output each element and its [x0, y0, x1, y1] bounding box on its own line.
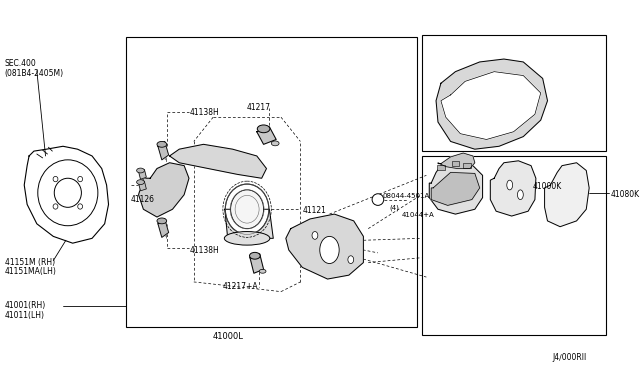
Polygon shape: [257, 127, 276, 144]
Ellipse shape: [230, 190, 264, 229]
Polygon shape: [429, 163, 483, 214]
Text: J4∕000RII: J4∕000RII: [552, 353, 587, 362]
Polygon shape: [158, 219, 168, 237]
Polygon shape: [170, 144, 266, 178]
Text: 41138H: 41138H: [190, 246, 220, 255]
Ellipse shape: [250, 252, 260, 259]
Polygon shape: [24, 146, 109, 243]
Polygon shape: [545, 163, 589, 227]
Circle shape: [372, 194, 384, 205]
Ellipse shape: [348, 256, 354, 263]
Ellipse shape: [259, 269, 266, 273]
Polygon shape: [139, 163, 189, 217]
Ellipse shape: [53, 176, 58, 182]
Text: 41151MA(LH): 41151MA(LH): [5, 267, 57, 276]
Text: 08044-4501A: 08044-4501A: [383, 193, 430, 199]
Polygon shape: [490, 161, 536, 216]
Text: 3: 3: [376, 197, 380, 202]
Text: 41011(LH): 41011(LH): [5, 311, 45, 320]
Ellipse shape: [225, 231, 270, 245]
Ellipse shape: [157, 141, 166, 147]
Ellipse shape: [77, 204, 83, 209]
Ellipse shape: [320, 236, 339, 263]
Text: 41217+A: 41217+A: [223, 282, 259, 291]
Text: 41121: 41121: [302, 206, 326, 215]
Polygon shape: [158, 141, 168, 160]
Polygon shape: [286, 214, 364, 279]
Polygon shape: [225, 209, 273, 238]
Bar: [452, 161, 460, 166]
Ellipse shape: [136, 168, 145, 173]
Bar: [126, 37, 417, 327]
Bar: [422, 156, 605, 335]
Bar: [463, 163, 471, 168]
Ellipse shape: [257, 125, 270, 133]
Ellipse shape: [466, 76, 519, 129]
Ellipse shape: [157, 218, 166, 224]
Text: 41001(RH): 41001(RH): [5, 301, 46, 310]
Bar: [422, 35, 605, 151]
Ellipse shape: [38, 160, 98, 226]
Polygon shape: [139, 170, 147, 179]
Polygon shape: [441, 72, 541, 140]
Text: 41126: 41126: [131, 195, 155, 204]
Bar: [437, 165, 445, 170]
Text: 41000L: 41000L: [212, 332, 243, 341]
Text: SEC.400
(081B4-2405M): SEC.400 (081B4-2405M): [5, 59, 64, 78]
Ellipse shape: [225, 184, 269, 234]
Text: 41000K: 41000K: [533, 182, 562, 191]
Text: 41044+A: 41044+A: [402, 212, 435, 218]
Polygon shape: [438, 153, 475, 169]
Text: 41151M (RH): 41151M (RH): [5, 258, 55, 267]
Ellipse shape: [312, 231, 318, 239]
Text: (4): (4): [390, 204, 399, 211]
Ellipse shape: [53, 204, 58, 209]
Text: 41138H: 41138H: [190, 108, 220, 116]
Text: 41217: 41217: [247, 103, 271, 112]
Ellipse shape: [518, 190, 524, 199]
Ellipse shape: [136, 180, 145, 185]
Polygon shape: [139, 181, 147, 191]
Polygon shape: [250, 254, 264, 273]
Polygon shape: [436, 59, 547, 149]
Text: 41080K: 41080K: [611, 190, 639, 199]
Ellipse shape: [507, 180, 513, 190]
Ellipse shape: [77, 176, 83, 182]
Ellipse shape: [271, 141, 279, 146]
Polygon shape: [431, 173, 479, 205]
Ellipse shape: [54, 178, 81, 207]
